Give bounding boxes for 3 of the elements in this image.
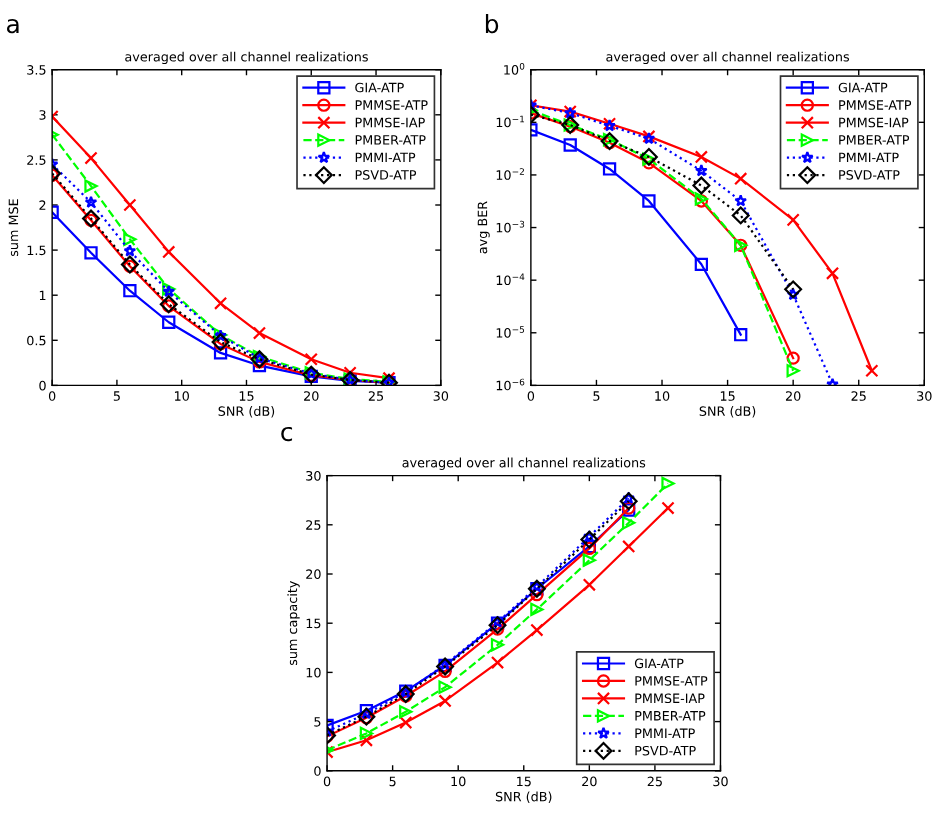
text: c xyxy=(281,426,293,442)
text: b xyxy=(485,13,499,34)
text: a xyxy=(7,18,19,34)
